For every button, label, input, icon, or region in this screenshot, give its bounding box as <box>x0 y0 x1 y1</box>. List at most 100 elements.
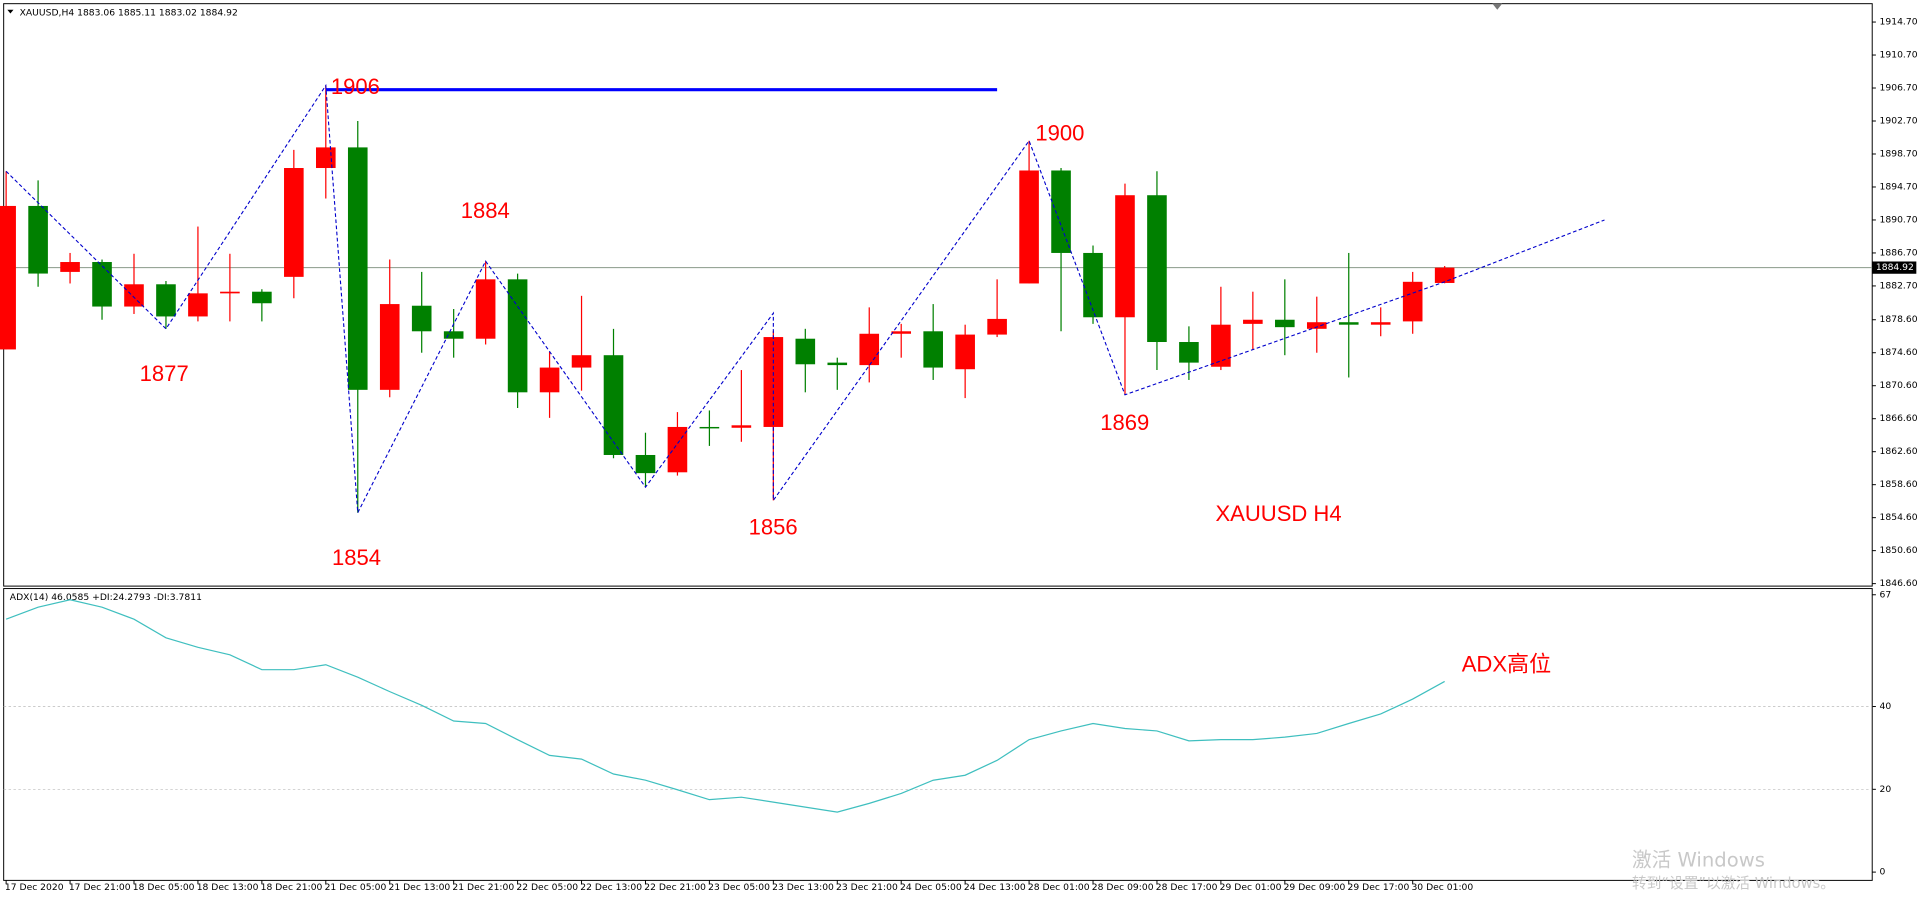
candle-body <box>827 362 848 366</box>
y-tick-label: 20 <box>1880 784 1892 795</box>
annotation: 1877 <box>140 361 189 386</box>
y-tick-label: 1898.70 <box>1880 148 1918 159</box>
x-tick-label: 23 Dec 13:00 <box>772 882 834 893</box>
annotation: 1854 <box>332 545 381 570</box>
y-tick-label: 1858.60 <box>1880 479 1918 490</box>
candle-body <box>411 305 432 332</box>
candle-body <box>1019 170 1039 284</box>
candle-body <box>571 355 592 368</box>
candle-body <box>763 337 784 427</box>
x-tick-label: 22 Dec 21:00 <box>644 882 706 893</box>
indicator-panel <box>3 588 1873 881</box>
y-tick-label: 1914.70 <box>1880 17 1918 28</box>
candle-body <box>379 304 400 390</box>
current-price-box <box>1872 261 1917 274</box>
candle-body <box>1338 322 1359 325</box>
indicator-di: +DI:24.2793 -DI:3.7811 <box>92 592 202 603</box>
y-tick-label: 1874.60 <box>1880 347 1918 358</box>
candle-body <box>667 426 688 473</box>
candle-body <box>699 426 720 429</box>
x-tick-label: 17 Dec 2020 <box>5 882 64 893</box>
y-tick-label: 1894.70 <box>1880 181 1918 192</box>
y-tick-label: 1890.70 <box>1880 214 1918 225</box>
candle-body <box>252 291 272 304</box>
header-arrow <box>7 9 14 14</box>
candle-body <box>1211 324 1231 367</box>
watermark: 激活 Windows <box>1632 848 1765 871</box>
x-tick-label: 22 Dec 05:00 <box>516 882 578 893</box>
annotation: 1856 <box>749 514 798 539</box>
y-tick-label: 1854.60 <box>1880 512 1918 523</box>
y-tick-label: 1902.70 <box>1880 116 1918 127</box>
candle-body <box>1306 322 1327 329</box>
candle-body <box>603 355 624 455</box>
candle-body <box>347 147 368 390</box>
x-tick-label: 28 Dec 09:00 <box>1092 882 1154 893</box>
y-tick-label: 1878.60 <box>1880 314 1918 325</box>
y-tick-label: 1850.60 <box>1880 545 1918 556</box>
adx-line <box>5 599 1445 813</box>
candle-body <box>987 318 1007 335</box>
candle-body <box>507 279 528 393</box>
candle-body <box>60 262 80 272</box>
candle-body <box>539 367 560 393</box>
candle-body <box>284 168 304 277</box>
y-tick-label: 1882.70 <box>1880 280 1918 291</box>
annotation: XAUUSD H4 <box>1215 501 1341 526</box>
candle-body <box>955 334 975 370</box>
candle-body <box>1179 342 1199 363</box>
annotation: ADX高位 <box>1462 652 1551 677</box>
shift-marker <box>1492 3 1503 10</box>
symbol: XAUUSD,H4 <box>20 7 75 18</box>
price-panel <box>3 3 1873 587</box>
x-tick-label: 29 Dec 17:00 <box>1348 882 1410 893</box>
y-tick-label: 1862.60 <box>1880 446 1918 457</box>
candle-body <box>1243 319 1263 324</box>
header-close: 1884.92 <box>200 7 238 18</box>
x-tick-label: 29 Dec 09:00 <box>1284 882 1346 893</box>
annotation: 1884 <box>461 198 510 223</box>
y-tick-label: 0 <box>1880 867 1886 878</box>
candle-body <box>1434 267 1455 283</box>
x-tick-label: 23 Dec 21:00 <box>836 882 898 893</box>
candle-body <box>315 147 336 169</box>
annotation: 1906 <box>331 74 380 99</box>
candle-body <box>156 284 176 317</box>
header-high: 1885.11 <box>118 7 156 18</box>
y-tick-label: 1870.60 <box>1880 380 1918 391</box>
y-tick-label: 67 <box>1880 589 1892 600</box>
x-tick-label: 21 Dec 05:00 <box>325 882 387 893</box>
candle-body <box>443 331 464 339</box>
x-tick-label: 22 Dec 13:00 <box>580 882 642 893</box>
candle-body <box>1275 319 1295 328</box>
candle-body <box>923 331 943 368</box>
watermark: 转到“设置”以激活 Windows。 <box>1632 875 1835 892</box>
y-tick-label: 40 <box>1880 701 1892 712</box>
header: XAUUSD,H4 1883.06 1885.11 1883.02 1884.9… <box>20 7 238 18</box>
x-tick-label: 18 Dec 21:00 <box>261 882 323 893</box>
candle-body <box>1370 322 1391 325</box>
candle-body <box>188 293 208 317</box>
candle-body <box>859 333 880 366</box>
candle-body <box>731 425 752 428</box>
header-low: 1883.02 <box>159 7 197 18</box>
header-open: 1883.06 <box>77 7 115 18</box>
candle-body <box>220 291 240 294</box>
annotation: 1900 <box>1035 121 1084 146</box>
x-tick-label: 18 Dec 05:00 <box>133 882 195 893</box>
candle-body <box>795 338 816 365</box>
current-price-label: 1884.92 <box>1876 262 1914 273</box>
candle-body <box>0 205 16 350</box>
x-tick-label: 21 Dec 21:00 <box>452 882 514 893</box>
candle-body <box>124 284 144 307</box>
x-tick-label: 30 Dec 01:00 <box>1411 882 1473 893</box>
y-tick-label: 1846.60 <box>1880 578 1918 589</box>
x-tick-label: 17 Dec 21:00 <box>69 882 131 893</box>
indicator-header: ADX(14) 46.0585 +DI:24.2793 -DI:3.7811 <box>10 592 202 603</box>
x-tick-label: 24 Dec 13:00 <box>964 882 1026 893</box>
candle-body <box>1083 252 1103 318</box>
candle-body <box>475 279 496 339</box>
zigzag-line <box>5 83 1605 515</box>
candle-body <box>1115 195 1135 318</box>
